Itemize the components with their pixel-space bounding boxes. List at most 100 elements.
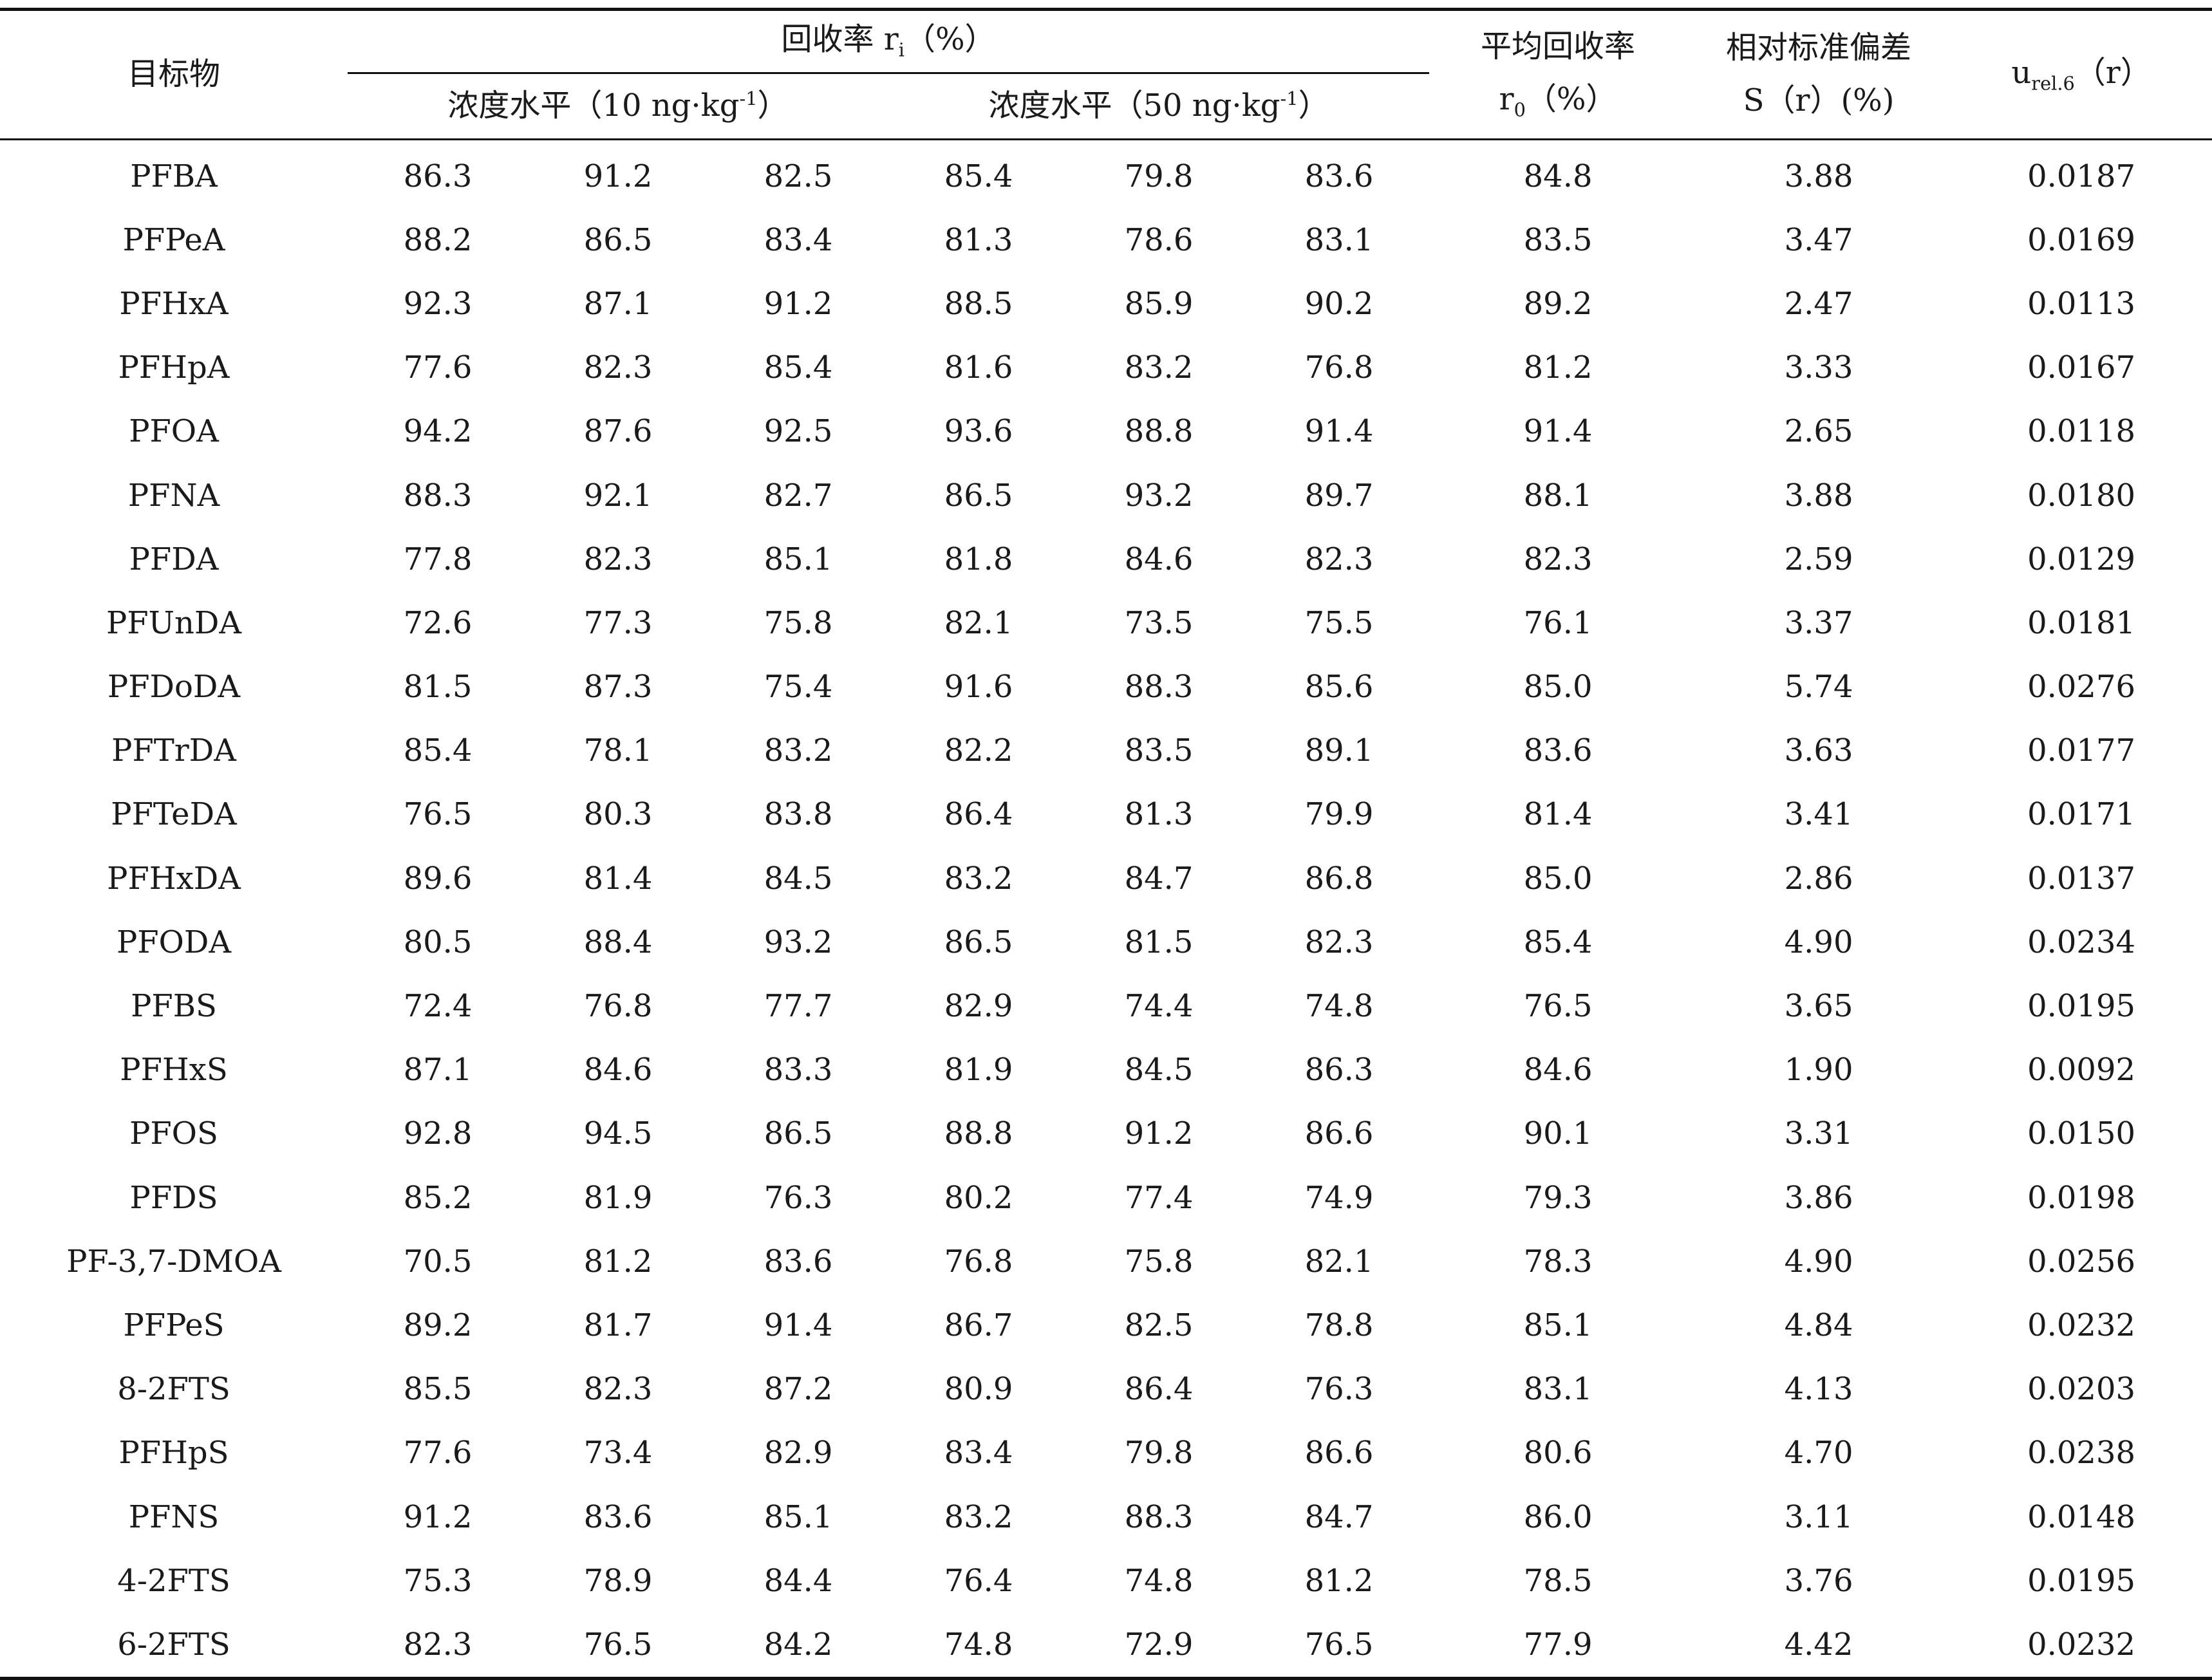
recovery-value-cell: 94.5 [583, 1115, 653, 1152]
recovery-value-cell: 86.4 [944, 796, 1013, 833]
table-row: PFUnDA 72.6 77.3 75.8 82.1 73.5 75.5 76.1 3.37 0.… [0, 591, 2212, 655]
recovery-value-cell: 75.5 [1304, 604, 1374, 641]
recovery-value-cell: 74.9 [1304, 1179, 1374, 1216]
recovery-value-cell: 76.5 [403, 796, 473, 833]
recovery-value-cell: 83.3 [764, 1052, 833, 1088]
urel-header: urel.6（r） [1951, 9, 2212, 140]
level-10-superscript: -1 [739, 88, 758, 110]
target-cell: PFTrDA [111, 733, 236, 769]
rsd-cell: 5.74 [1784, 669, 1853, 705]
recovery-value-cell: 81.7 [583, 1307, 653, 1343]
recovery-value-cell: 80.2 [944, 1179, 1013, 1216]
recovery-value-cell: 74.8 [1304, 988, 1374, 1025]
recovery-value-cell: 80.9 [944, 1371, 1013, 1408]
urel-cell: 0.0198 [2027, 1179, 2136, 1216]
recovery-value-cell: 78.8 [1304, 1307, 1374, 1343]
recovery-value-cell: 87.1 [403, 1052, 473, 1088]
level-10-header: 浓度水平（10 ng·kg-1） [348, 73, 888, 140]
recovery-value-cell: 91.4 [1304, 413, 1374, 450]
recovery-value-cell: 85.4 [764, 350, 833, 386]
table-row: PFHpS 77.6 73.4 82.9 83.4 79.8 86.6 80.6 4.70 0.0… [0, 1421, 2212, 1485]
urel-cell: 0.0150 [2027, 1115, 2136, 1152]
recovery-value-cell: 88.8 [944, 1115, 1013, 1152]
recovery-value-cell: 82.2 [944, 733, 1013, 769]
recovery-value-cell: 77.4 [1124, 1179, 1194, 1216]
recovery-value-cell: 93.2 [1124, 477, 1194, 514]
urel-cell: 0.0256 [2027, 1243, 2136, 1280]
recovery-value-cell: 83.4 [944, 1435, 1013, 1471]
recovery-value-cell: 87.3 [583, 669, 653, 705]
level-50-close: ） [1298, 88, 1329, 124]
level-10-label: 浓度水平（10 ng·kg [447, 88, 740, 124]
recovery-value-cell: 93.2 [764, 924, 833, 960]
recovery-value-cell: 81.5 [403, 669, 473, 705]
recovery-value-cell: 84.7 [1124, 860, 1194, 897]
target-cell: 6-2FTS [117, 1626, 230, 1663]
recovery-value-cell: 82.5 [764, 158, 833, 194]
average-recovery-cell: 83.6 [1523, 733, 1593, 769]
rsd-cell: 4.90 [1784, 924, 1853, 960]
recovery-value-cell: 72.4 [403, 988, 473, 1025]
recovery-unit: （%） [904, 21, 996, 58]
recovery-value-cell: 86.4 [1124, 1371, 1194, 1408]
target-cell: PFBA [130, 158, 218, 194]
table-row: PF-3,7-DMOA 70.5 81.2 83.6 76.8 75.8 82.1 78.3 4… [0, 1229, 2212, 1293]
urel-cell: 0.0234 [2027, 924, 2136, 960]
target-cell: PFDoDA [107, 669, 241, 705]
rsd-cell: 2.47 [1784, 285, 1853, 322]
urel-cell: 0.0169 [2027, 221, 2136, 258]
average-recovery-title: 平均回收率 [1481, 28, 1636, 65]
table-header: 目标物 回收率 ri（%） 平均回收率 r0（%） 相对标准偏差 S（r）(%)… [0, 9, 2212, 140]
rsd-cell: 1.90 [1784, 1052, 1853, 1088]
urel-cell: 0.0148 [2027, 1498, 2136, 1535]
recovery-value-cell: 82.1 [1304, 1243, 1374, 1280]
recovery-value-cell: 86.5 [944, 924, 1013, 960]
average-recovery-cell: 76.1 [1523, 604, 1593, 641]
rsd-title: 相对标准偏差 [1726, 30, 1912, 66]
table-row: PFOS 92.8 94.5 86.5 88.8 91.2 86.6 90.1 3.31 0.01… [0, 1102, 2212, 1166]
recovery-value-cell: 84.5 [1124, 1052, 1194, 1088]
recovery-value-cell: 94.2 [403, 413, 473, 450]
rsd-cell: 3.63 [1784, 733, 1853, 769]
recovery-value-cell: 83.2 [944, 1498, 1013, 1535]
recovery-value-cell: 81.5 [1124, 924, 1194, 960]
target-cell: PF-3,7-DMOA [66, 1243, 281, 1280]
recovery-value-cell: 79.8 [1124, 1435, 1194, 1471]
table-row: PFBS 72.4 76.8 77.7 82.9 74.4 74.8 76.5 3.65 0.01… [0, 974, 2212, 1038]
recovery-value-cell: 84.6 [1124, 541, 1194, 577]
table-row: PFPeS 89.2 81.7 91.4 86.7 82.5 78.8 85.1 4.84 0.0… [0, 1293, 2212, 1357]
urel-cell: 0.0232 [2027, 1307, 2136, 1343]
recovery-value-cell: 83.6 [1304, 158, 1374, 194]
urel-cell: 0.0129 [2027, 541, 2136, 577]
average-recovery-cell: 78.5 [1523, 1562, 1593, 1599]
recovery-value-cell: 87.2 [764, 1371, 833, 1408]
recovery-value-cell: 91.2 [1124, 1115, 1194, 1152]
urel-cell: 0.0195 [2027, 988, 2136, 1025]
recovery-value-cell: 81.9 [944, 1052, 1013, 1088]
recovery-value-cell: 88.4 [583, 924, 653, 960]
target-cell: PFBS [131, 988, 217, 1025]
table-row: PFNS 91.2 83.6 85.1 83.2 88.3 84.7 86.0 3.11 0.01… [0, 1485, 2212, 1549]
recovery-value-cell: 75.8 [1124, 1243, 1194, 1280]
recovery-value-cell: 81.2 [1304, 1562, 1374, 1599]
average-recovery-cell: 83.1 [1523, 1371, 1593, 1408]
recovery-value-cell: 74.4 [1124, 988, 1194, 1025]
recovery-value-cell: 76.8 [583, 988, 653, 1025]
rsd-cell: 4.42 [1784, 1626, 1853, 1663]
rsd-cell: 3.86 [1784, 1179, 1853, 1216]
recovery-value-cell: 82.3 [583, 541, 653, 577]
target-cell: PFPeS [123, 1307, 225, 1343]
target-cell: PFHpS [118, 1435, 229, 1471]
recovery-label: 回收率 r [781, 21, 899, 58]
average-recovery-cell: 84.8 [1523, 158, 1593, 194]
recovery-value-cell: 89.2 [403, 1307, 473, 1343]
table-row: 6-2FTS 82.3 76.5 84.2 74.8 72.9 76.5 77.9 4.42 0.… [0, 1612, 2212, 1678]
target-cell: PFTeDA [111, 796, 237, 833]
recovery-value-cell: 91.2 [583, 158, 653, 194]
target-cell: PFUnDA [106, 604, 242, 641]
target-cell: PFOA [129, 413, 219, 450]
recovery-value-cell: 79.9 [1304, 796, 1374, 833]
recovery-value-cell: 85.1 [764, 1498, 833, 1535]
rsd-cell: 3.33 [1784, 350, 1853, 386]
recovery-value-cell: 78.9 [583, 1562, 653, 1599]
